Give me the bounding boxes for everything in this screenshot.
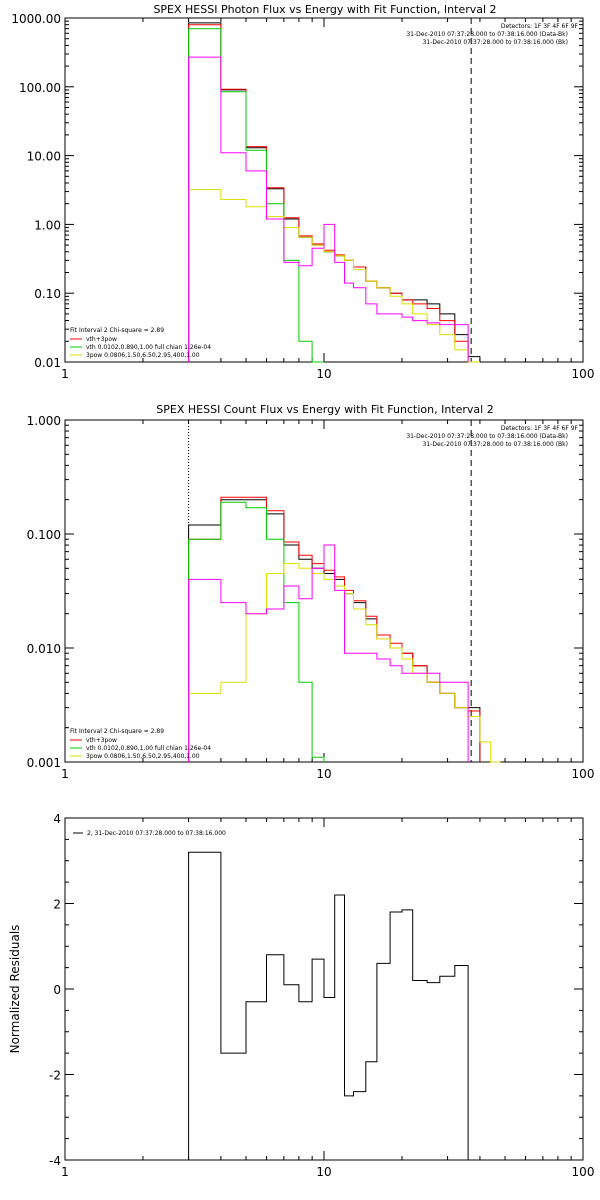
- x-tick-label: 1: [61, 1165, 69, 1179]
- residuals-chart: Normalized Residuals 1 10 100 -4 -2 0 2 4 2, 31…: [8, 812, 594, 1179]
- y-tick-label: 0.10: [34, 287, 61, 301]
- legend-label-vth: vth 0.0102,0.890,1.00 full chian 1.26e-0…: [86, 745, 211, 752]
- x-tick-label: 1: [61, 767, 69, 781]
- axis-ticks: 1 10 100 -4 -2 0 2 4: [49, 812, 594, 1179]
- axis-ticks: 1 10 100 0.001 0.010 0.100 1.000: [27, 414, 595, 781]
- series-line-2: [188, 28, 324, 363]
- series-lines: [188, 420, 501, 763]
- y-tick-label: -4: [49, 1154, 61, 1168]
- chart-title: SPEX HESSI Count Flux vs Energy with Fit…: [156, 403, 493, 416]
- data-interval-label: 31-Dec-2010 07:37:28.000 to 07:38:16.000…: [406, 31, 568, 38]
- x-tick-label: 100: [572, 367, 595, 381]
- count-flux-chart: SPEX HESSI Count Flux vs Energy with Fit…: [27, 403, 595, 781]
- x-tick-label: 10: [316, 767, 331, 781]
- y-tick-label: 0.010: [27, 642, 61, 656]
- y-axis-label: Normalized Residuals: [8, 925, 22, 1054]
- y-tick-label: 0.001: [27, 756, 61, 770]
- series-line-0: [188, 499, 481, 762]
- x-tick-label: 1: [61, 367, 69, 381]
- y-tick-label: 0.01: [34, 356, 61, 370]
- series-line-0: [188, 851, 469, 1160]
- y-tick-label: 100.00: [19, 81, 61, 95]
- legend-label-pow: 3pow 0.0806,1.50,6.50,2.95,400,1.00: [86, 352, 200, 359]
- x-tick-label: 100: [572, 767, 595, 781]
- series-line-4: [188, 544, 469, 762]
- background-interval-label: 31-Dec-2010 07:37:28.000 to 07:38:16.000…: [423, 441, 568, 448]
- background-interval-label: 31-Dec-2010 07:37:28.000 to 07:38:16.000…: [423, 39, 568, 46]
- y-tick-label: 0.100: [27, 528, 61, 542]
- series-lines: [188, 851, 469, 1160]
- series-line-3: [188, 189, 480, 363]
- y-tick-label: 4: [53, 812, 61, 826]
- legend: Fit Interval 2 Chi-square = 2.89 vth+3po…: [70, 327, 211, 359]
- data-interval-label: 31-Dec-2010 07:37:28.000 to 07:38:16.000…: [406, 433, 568, 440]
- x-tick-label: 100: [572, 1165, 595, 1179]
- legend: Fit Interval 2 Chi-square = 2.89 vth+3po…: [70, 728, 211, 760]
- axis-ticks: 1 10 100 0.01 0.10 1.00 10.00 100.00 1000.00: [11, 12, 594, 381]
- x-tick-label: 10: [316, 367, 331, 381]
- chart-title: SPEX HESSI Photon Flux vs Energy with Fi…: [153, 3, 496, 16]
- legend-label-total: vth+3pow: [86, 336, 117, 343]
- legend-label-pow: 3pow 0.0806,1.50,6.50,2.95,400,1.00: [86, 753, 200, 760]
- legend-label-residuals: 2, 31-Dec-2010 07:37:28.000 to 07:38:16.…: [87, 830, 226, 837]
- series-lines: [188, 18, 481, 363]
- legend-title: Fit Interval 2 Chi-square = 2.89: [70, 327, 164, 334]
- legend: 2, 31-Dec-2010 07:37:28.000 to 07:38:16.…: [73, 830, 226, 837]
- legend-title: Fit Interval 2 Chi-square = 2.89: [70, 728, 164, 735]
- series-line-0: [188, 22, 481, 362]
- detectors-label: Detectors: 1F 3F 4F 6F 9F: [501, 425, 579, 432]
- y-tick-label: 2: [53, 898, 61, 912]
- y-tick-label: 1.00: [34, 218, 61, 232]
- x-tick-label: 10: [316, 1165, 331, 1179]
- y-tick-label: 10.00: [27, 150, 61, 164]
- series-line-2: [188, 501, 325, 762]
- y-tick-label: -2: [49, 1069, 61, 1083]
- y-tick-label: 1.000: [27, 414, 61, 428]
- header-annotations: Detectors: 1F 3F 4F 6F 9F 31-Dec-2010 07…: [406, 23, 578, 46]
- photon-flux-chart: SPEX HESSI Photon Flux vs Energy with Fi…: [11, 3, 594, 381]
- header-annotations: Detectors: 1F 3F 4F 6F 9F 31-Dec-2010 07…: [406, 425, 578, 448]
- series-line-1: [188, 24, 480, 363]
- legend-label-vth: vth 0.0102,0.890,1.00 full chian 1.26e-0…: [86, 344, 211, 351]
- plot-frame: [64, 419, 584, 763]
- plot-frame: [64, 17, 584, 363]
- series-line-4: [188, 56, 469, 362]
- series-line-1: [188, 496, 481, 762]
- series-line-3: [188, 563, 501, 763]
- detectors-label: Detectors: 1F 3F 4F 6F 9F: [501, 23, 579, 30]
- y-tick-label: 1000.00: [11, 12, 61, 26]
- y-tick-label: 0: [53, 983, 61, 997]
- legend-label-total: vth+3pow: [86, 737, 117, 744]
